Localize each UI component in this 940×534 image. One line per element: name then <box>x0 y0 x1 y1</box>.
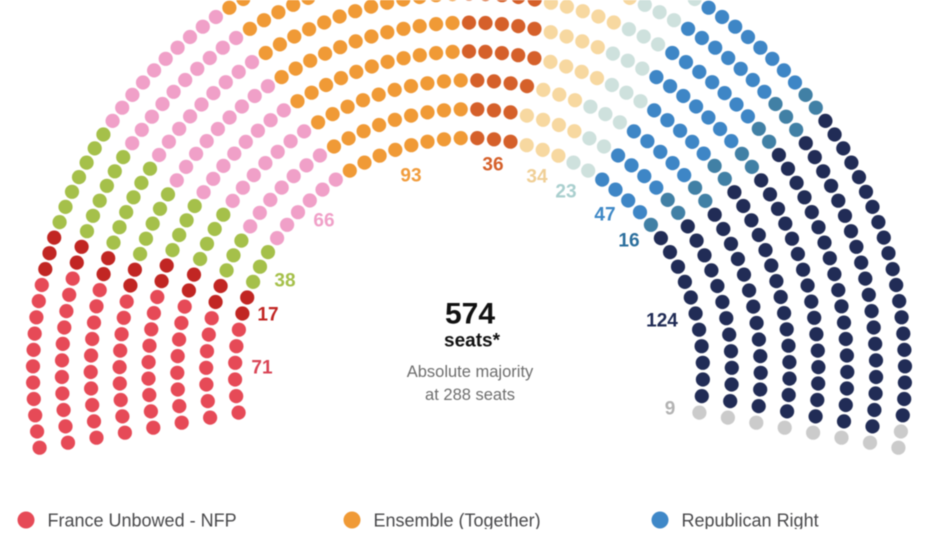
svg-text:124: 124 <box>646 311 678 332</box>
svg-text:Republican Right: Republican Right <box>682 511 819 530</box>
svg-text:36: 36 <box>482 155 503 176</box>
svg-text:66: 66 <box>313 211 334 232</box>
svg-text:16: 16 <box>618 231 639 252</box>
svg-text:seats*: seats* <box>444 331 501 352</box>
svg-text:47: 47 <box>594 205 615 226</box>
svg-text:574: 574 <box>445 298 495 331</box>
svg-text:23: 23 <box>555 182 576 203</box>
svg-text:38: 38 <box>274 271 295 292</box>
svg-text:9: 9 <box>665 399 676 420</box>
svg-text:34: 34 <box>526 167 548 188</box>
svg-text:17: 17 <box>257 305 278 326</box>
svg-text:Ensemble (Together): Ensemble (Together) <box>374 511 541 530</box>
svg-text:Absolute majority: Absolute majority <box>407 363 534 381</box>
svg-text:93: 93 <box>400 166 421 187</box>
svg-text:at 288 seats: at 288 seats <box>425 386 515 404</box>
svg-text:France Unbowed - NFP: France Unbowed - NFP <box>48 511 237 530</box>
svg-text:71: 71 <box>251 358 273 379</box>
